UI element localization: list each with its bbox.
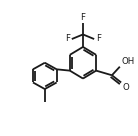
- Text: F: F: [96, 34, 101, 43]
- Text: F: F: [80, 13, 85, 22]
- Text: OH: OH: [121, 57, 134, 66]
- Text: O: O: [122, 83, 129, 92]
- Text: F: F: [65, 34, 70, 43]
